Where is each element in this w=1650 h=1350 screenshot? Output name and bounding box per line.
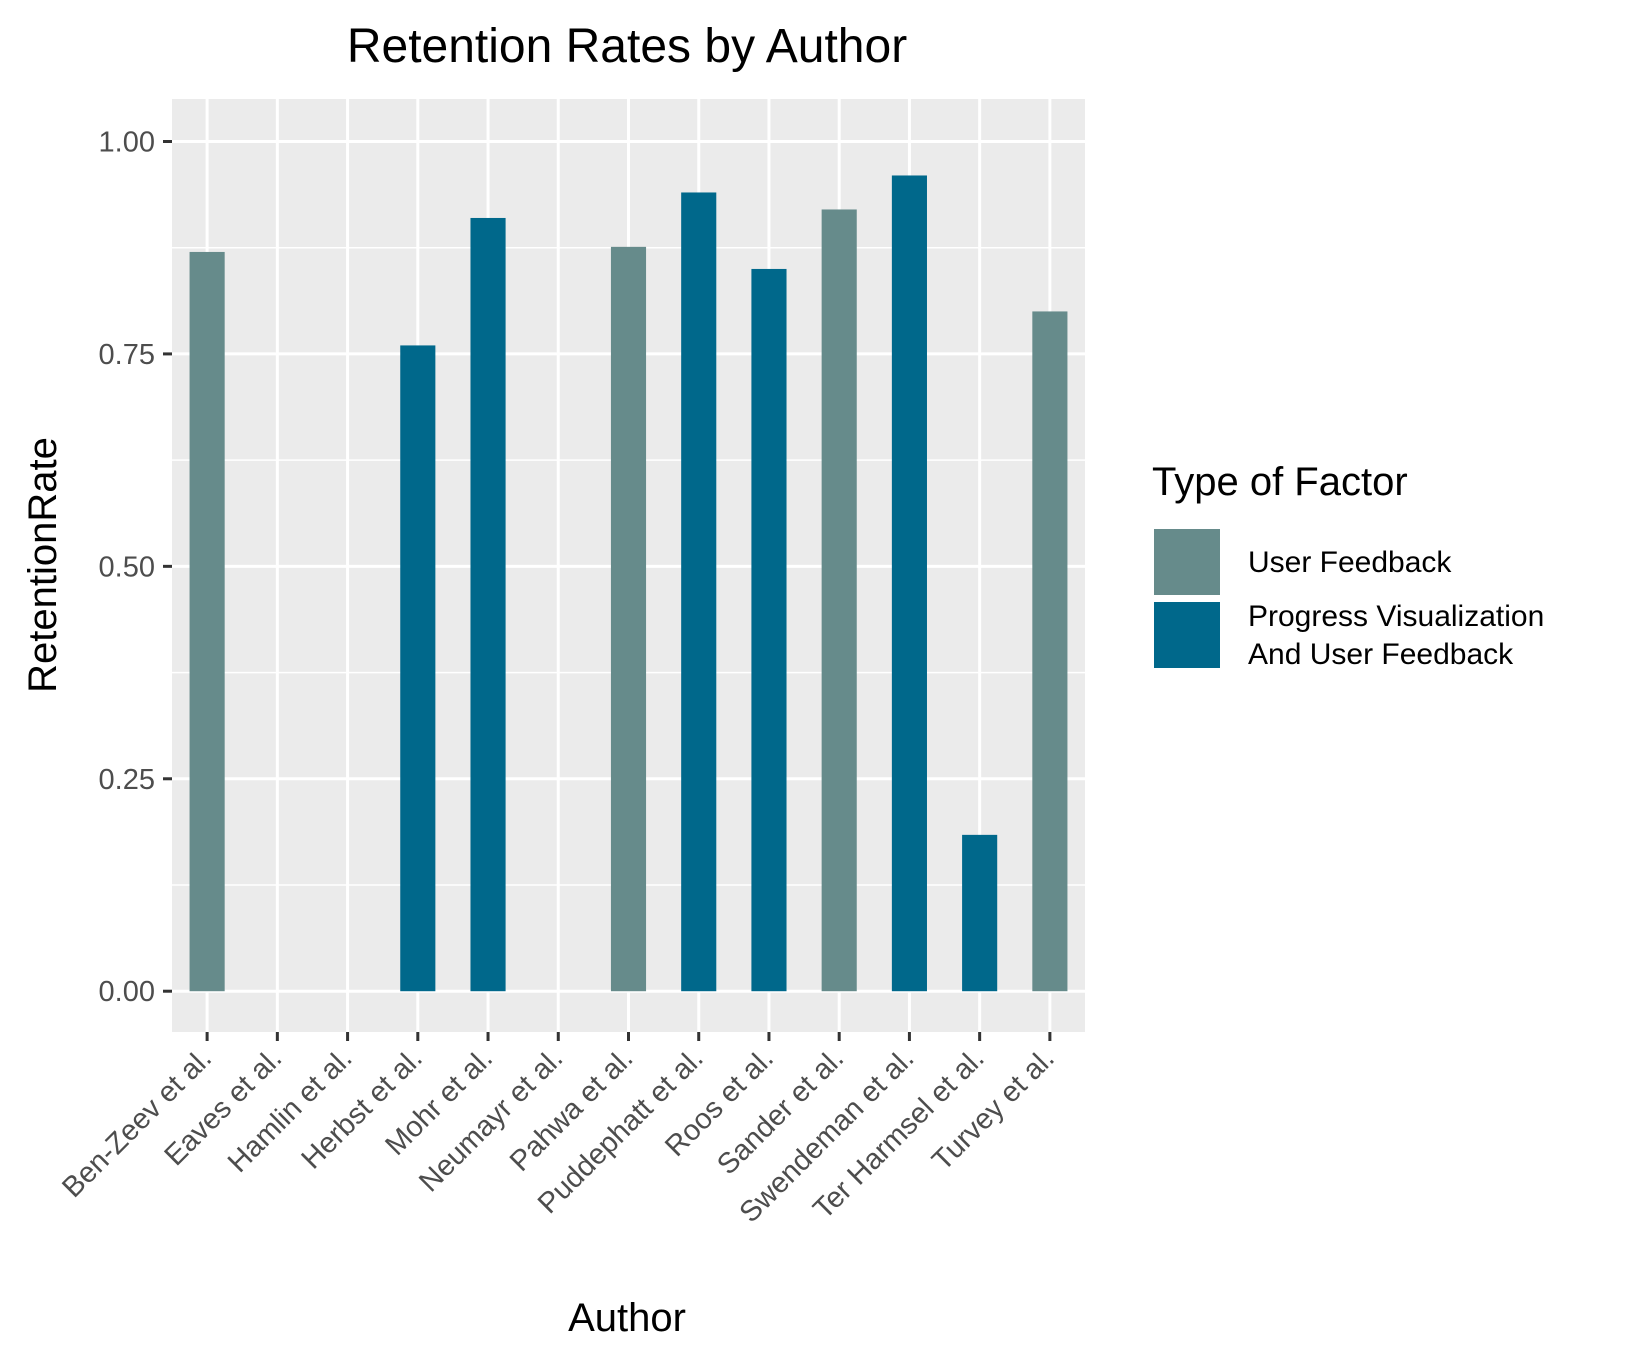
legend-key (1152, 600, 1222, 670)
bar (751, 268, 787, 992)
legend-label: Progress Visualization (1248, 600, 1544, 633)
bars (189, 175, 1068, 992)
legend-key (1152, 527, 1222, 597)
y-tick-label: 1.00 (99, 126, 155, 158)
chart-title: Retention Rates by Author (347, 20, 907, 73)
bar (610, 246, 647, 992)
bar (962, 834, 998, 992)
bar (1032, 311, 1068, 992)
y-tick-label: 0.25 (99, 764, 155, 796)
legend-label: And User Feedback (1248, 638, 1514, 671)
x-tick-label: Turvey et al. (926, 1042, 1061, 1177)
bar (400, 345, 436, 992)
y-tick-label: 0.00 (99, 976, 155, 1008)
y-axis-title: RetentionRate (21, 437, 65, 693)
legend: Type of Factor User Feedback Progress Vis… (1152, 460, 1544, 671)
x-axis-title: Author (568, 1296, 686, 1340)
x-axis: Ben-Zeev et al.Eaves et al.Hamlin et al.… (56, 1032, 1061, 1229)
bar (821, 209, 857, 992)
bar (470, 217, 506, 992)
bar (681, 192, 717, 992)
bar (891, 175, 927, 992)
legend-title: Type of Factor (1152, 460, 1408, 504)
legend-label: User Feedback (1248, 546, 1452, 579)
y-tick-label: 0.50 (99, 551, 155, 583)
bar (189, 251, 225, 992)
y-axis: 0.00 0.25 0.50 0.75 1.00 (99, 126, 172, 1008)
y-tick-label: 0.75 (99, 339, 155, 371)
